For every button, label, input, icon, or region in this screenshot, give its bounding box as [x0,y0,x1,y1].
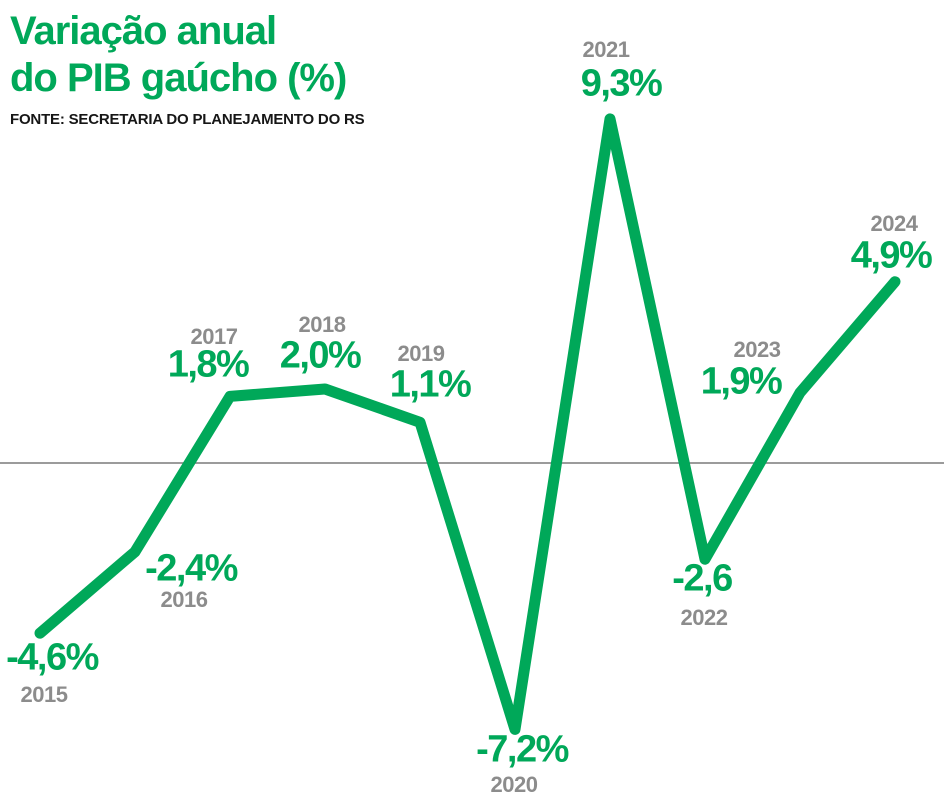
chart-title-line1: Variação anual [10,9,277,53]
year-label-2024: 2024 [870,211,918,236]
value-label-2023: 1,9% [700,360,783,403]
year-label-2021: 2021 [582,37,630,62]
year-label-2020: 2020 [490,772,538,797]
chart-title: Variação anual do PIB gaúcho (%) [10,8,364,102]
year-label-2019: 2019 [397,341,445,366]
value-label-2015: -4,6% [6,636,99,679]
year-label-2015: 2015 [20,682,68,707]
chart-header: Variação anual do PIB gaúcho (%) FONTE: … [10,8,365,128]
value-label-2019: 1,1% [389,363,472,406]
value-label-2020: -7,2% [476,728,569,771]
pib-line-series [34,113,901,735]
year-label-2018: 2018 [298,312,346,337]
chart-source: FONTE: SECRETARIA DO PLANEJAMENTO DO RS [10,111,365,128]
value-label-2021: 9,3% [580,62,663,105]
value-label-2018: 2,0% [279,334,362,377]
year-label-2017: 2017 [190,324,238,349]
value-label-2016: -2,4% [145,547,238,590]
value-label-2022: -2,6 [672,557,733,600]
year-label-2016: 2016 [160,587,208,612]
value-label-2017: 1,8% [167,343,250,386]
chart-title-line2: do PIB gaúcho (%) [10,56,347,100]
year-label-2022: 2022 [680,605,728,630]
value-label-2024: 4,9% [850,234,933,277]
year-label-2023: 2023 [733,337,781,362]
